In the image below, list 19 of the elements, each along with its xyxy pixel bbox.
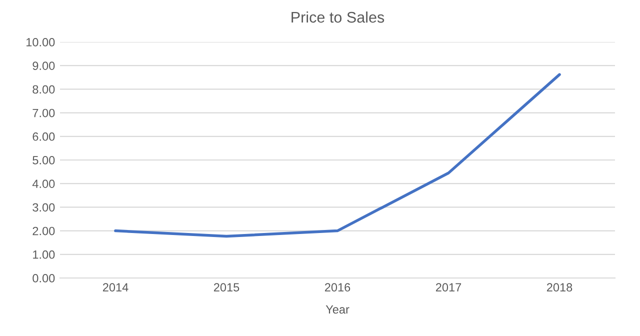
y-tick-label: 9.00 (32, 62, 55, 70)
y-tick-label: 7.00 (32, 108, 55, 118)
y-tick-label: 4.00 (32, 180, 55, 188)
x-tick-label: 2014 (102, 283, 128, 292)
x-axis-title: Year (326, 305, 350, 314)
chart-title: Price to Sales (292, 11, 384, 23)
y-tick-label: 0.00 (32, 274, 55, 282)
y-tick-label: 1.00 (33, 250, 55, 259)
y-tick-label: 5.00 (32, 156, 55, 164)
x-tick-label: 2017 (436, 283, 462, 292)
y-tick-label: 3.00 (32, 203, 55, 212)
line-series (114, 73, 561, 238)
x-tick-label: 2018 (546, 283, 572, 292)
y-tick-label: 8.00 (32, 85, 55, 94)
x-tick-label: 2016 (324, 283, 350, 292)
y-tick-label: 10.00 (26, 38, 55, 46)
y-tick-label: 2.00 (32, 226, 55, 236)
x-tick-label: 2015 (214, 283, 240, 292)
y-tick-label: 6.00 (32, 132, 55, 141)
